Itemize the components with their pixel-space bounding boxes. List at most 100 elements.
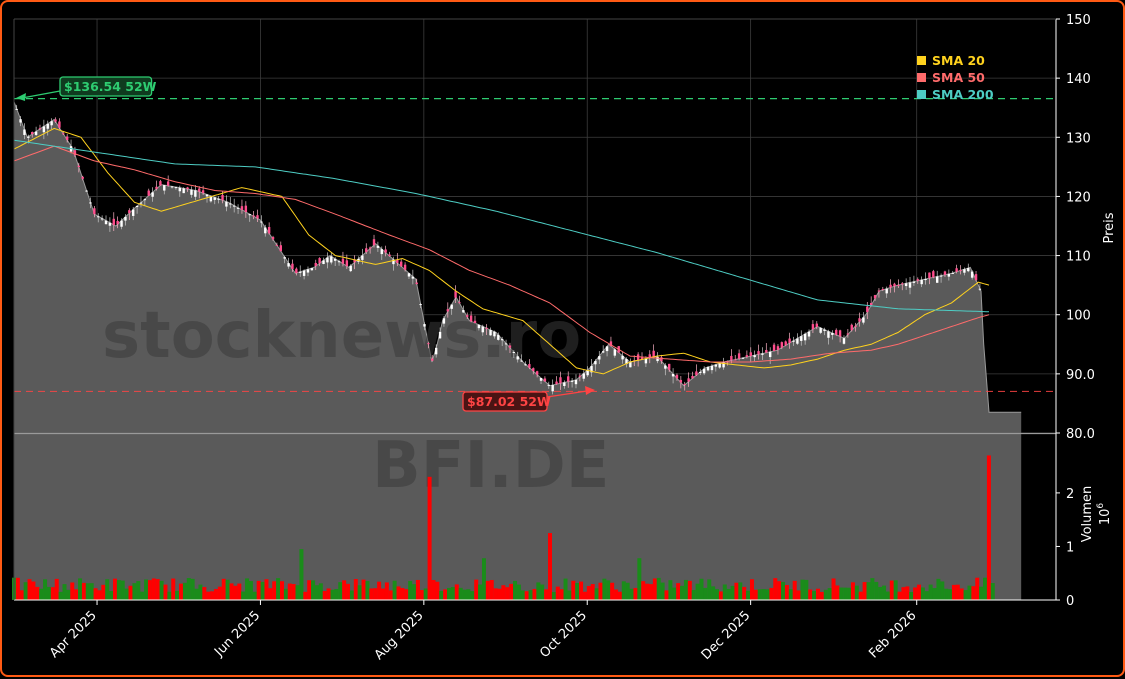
candle-body — [225, 201, 228, 207]
volume-bar — [971, 586, 976, 600]
legend-label: SMA 20 — [932, 53, 985, 68]
volume-bar — [843, 587, 848, 600]
candle-body — [209, 195, 213, 202]
volume-bar — [268, 588, 273, 600]
volume-bars — [12, 455, 995, 600]
volume-bar — [295, 585, 300, 600]
volume-bar — [792, 580, 797, 600]
sma-line-sma-20 — [13, 127, 990, 375]
candle-body — [598, 356, 601, 360]
candle-body — [93, 208, 96, 215]
candle-body — [201, 190, 205, 194]
volume-bar — [509, 583, 514, 600]
candle-body — [854, 325, 857, 327]
volume-bar — [314, 585, 319, 600]
volume-bar — [303, 591, 308, 600]
candle-body — [151, 192, 154, 197]
candle-body — [128, 210, 131, 214]
volume-bar — [990, 583, 995, 600]
volume-bar — [901, 587, 906, 600]
candle-body — [322, 260, 325, 265]
volume-bar — [866, 582, 871, 600]
candle-body — [737, 353, 741, 359]
volume-bar — [136, 581, 141, 600]
site-watermark: stocknews.ro — [102, 299, 581, 373]
volume-bar — [206, 591, 211, 600]
volume-bar — [245, 578, 250, 600]
candle-body — [65, 136, 69, 141]
candle-body — [629, 361, 632, 368]
volume-bar — [489, 579, 494, 600]
candle-body — [205, 194, 209, 197]
candle-body — [928, 272, 931, 279]
candle-body — [570, 380, 574, 382]
volume-bar — [753, 589, 758, 600]
candle-body — [761, 353, 764, 355]
candle-body — [132, 209, 135, 216]
candle-body — [454, 291, 457, 298]
volume-bar — [462, 589, 467, 600]
candle-body — [718, 363, 721, 368]
volume-bar — [217, 586, 222, 600]
volume-bar — [551, 591, 556, 600]
volume-bar — [322, 591, 327, 600]
volume-bar — [505, 587, 510, 600]
volume-bar — [544, 589, 549, 600]
candle-body — [365, 248, 368, 253]
low-annotation: $87.02 52W — [462, 391, 551, 412]
candle-body — [528, 364, 531, 368]
candle-body — [139, 202, 143, 204]
candle-body — [963, 269, 966, 273]
sma-lines — [13, 127, 990, 375]
candle-body — [116, 221, 119, 225]
candle-body — [248, 214, 251, 216]
candle-body — [881, 289, 885, 291]
volume-bar — [415, 579, 420, 600]
volume-bar — [940, 581, 945, 600]
volume-bar — [614, 589, 619, 600]
candle-body — [42, 126, 46, 133]
volume-bar — [858, 591, 863, 600]
volume-bar — [132, 583, 137, 600]
volume-bar — [590, 584, 595, 600]
volume-bar — [101, 584, 106, 600]
volume-bar — [109, 590, 114, 600]
candle-body — [955, 268, 958, 272]
volume-bar — [326, 588, 331, 600]
candle-body — [590, 365, 593, 373]
volume-bar — [928, 584, 933, 600]
volume-bar — [963, 590, 968, 600]
candle-body — [112, 218, 115, 225]
volume-bar — [93, 588, 98, 600]
candle-body — [252, 215, 255, 217]
legend-swatch — [917, 56, 926, 65]
volume-tick-label: 0 — [1066, 594, 1074, 609]
volume-bar — [458, 587, 463, 600]
candle-body — [656, 356, 659, 362]
candle-body — [543, 378, 547, 382]
candle-body — [400, 261, 403, 267]
candle-body — [500, 339, 504, 341]
volume-bar — [816, 588, 821, 600]
candle-body — [706, 367, 710, 371]
volume-bar — [62, 584, 67, 600]
volume-bar — [311, 580, 316, 600]
candle-body — [939, 275, 943, 277]
candle-body — [368, 247, 372, 249]
candle-body — [19, 119, 22, 123]
candle-body — [772, 344, 776, 351]
volume-bar — [575, 583, 580, 600]
volume-bar — [151, 578, 156, 600]
volume-bar — [27, 579, 32, 600]
volume-bar — [447, 587, 452, 600]
legend-swatch — [917, 73, 926, 82]
legend-label: SMA 200 — [932, 87, 994, 102]
candle-body — [493, 331, 496, 337]
candle-body — [664, 365, 667, 369]
volume-bar — [39, 588, 44, 600]
volume-bar — [276, 578, 281, 600]
volume-bar — [280, 581, 285, 600]
price-tick-label: 90.0 — [1066, 368, 1095, 383]
candle-body — [244, 205, 248, 213]
